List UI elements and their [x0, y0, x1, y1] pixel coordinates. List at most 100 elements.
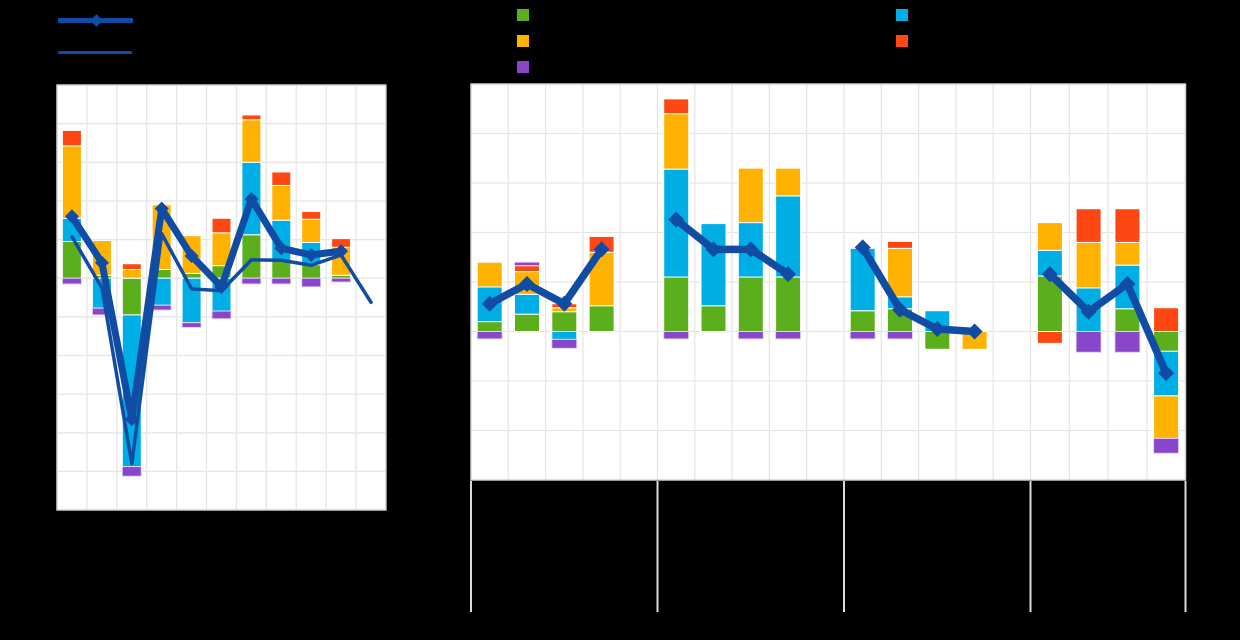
bar-segment-green: [737, 276, 764, 332]
bar-segment-purple: [241, 277, 262, 285]
legend-swatch-purple: [517, 61, 529, 73]
bar-segment-orange: [737, 167, 764, 224]
diamond-marker: [742, 241, 759, 258]
bar-segment-purple: [550, 338, 577, 349]
bar-segment-purple: [1113, 331, 1140, 353]
diamond-marker: [1080, 303, 1097, 320]
bar-segment-orange: [271, 184, 292, 221]
diamond-marker: [1157, 365, 1174, 382]
diamond-marker: [854, 239, 871, 256]
bar-segment-green: [774, 276, 801, 332]
right-chart: [469, 83, 1186, 612]
bar-segment-red: [301, 211, 322, 220]
diamond-marker: [481, 295, 498, 312]
bar-segment-red: [271, 171, 292, 186]
bar-segment-green: [121, 277, 142, 316]
bar-segment-red: [1113, 208, 1140, 243]
bar-segment-red: [662, 98, 689, 115]
bar-segment-cyan: [476, 286, 503, 323]
thick-line: [858, 243, 978, 336]
thick-line: [671, 215, 792, 278]
diamond-marker: [244, 191, 259, 206]
bar-segment-cyan: [700, 223, 726, 307]
diamond-marker: [667, 211, 684, 228]
diamond-marker: [593, 241, 610, 258]
diamond-marker: [154, 201, 169, 216]
bar-segment-purple: [331, 277, 352, 283]
bar-segment-purple: [1075, 331, 1102, 353]
diamond-marker: [555, 295, 572, 312]
diamond-marker: [966, 323, 983, 340]
bar-segment-orange: [1036, 222, 1063, 251]
bar-segment-green: [476, 321, 503, 333]
bar-segment-red: [1152, 307, 1179, 332]
bar-segment-cyan: [181, 277, 202, 324]
bar-segment-purple: [61, 277, 82, 285]
legend-swatch-red: [896, 35, 908, 47]
bar-segment-red: [121, 263, 142, 271]
bar-segment-red: [1075, 208, 1102, 243]
bar-segment-purple: [849, 331, 876, 340]
diamond-marker: [334, 244, 349, 259]
diamond-marker: [184, 248, 199, 263]
bar-segment-purple: [662, 331, 689, 340]
bar-segment-orange: [241, 119, 262, 163]
diamond-marker: [705, 241, 721, 258]
diamond-marker: [64, 209, 79, 224]
bar-segment-red: [61, 129, 82, 147]
diamond-marker: [214, 279, 229, 294]
bar-segment-purple: [211, 310, 232, 320]
bar-segment-cyan: [550, 331, 577, 340]
diamond-marker: [274, 241, 289, 256]
bar-segment-orange: [61, 145, 82, 219]
thick-line: [68, 195, 345, 423]
bar-segment-red: [513, 265, 540, 273]
legend-swatch-orange: [517, 35, 529, 47]
plot-border: [56, 84, 387, 511]
left-chart: [56, 84, 387, 511]
bar-segment-red: [241, 114, 262, 121]
bar-segment-red: [886, 240, 913, 249]
bar-segment-green: [550, 311, 577, 333]
bar-segment-green: [700, 305, 726, 333]
bar-segment-orange: [121, 269, 142, 279]
bar-segment-purple: [476, 331, 503, 340]
bar-segment-purple: [181, 322, 202, 328]
legend-swatch-green: [517, 9, 529, 21]
bar-segment-orange: [1152, 395, 1179, 439]
diamond-marker: [518, 275, 535, 292]
bar-segment-purple: [301, 277, 322, 288]
diamond-marker: [94, 255, 109, 270]
bar-segment-purple: [151, 304, 172, 311]
diamond-marker: [779, 266, 796, 283]
bar-segment-purple: [513, 261, 540, 267]
bar-segment-green: [849, 310, 876, 332]
bar-segment-orange: [476, 261, 503, 288]
bar-segment-red: [1036, 331, 1063, 344]
bar-segment-orange: [1075, 241, 1102, 289]
bar-segment-purple: [737, 331, 764, 340]
bar-segment-orange: [662, 113, 689, 170]
bar-segment-orange: [1113, 241, 1140, 266]
diamond-marker: [891, 301, 908, 318]
diamond-marker: [928, 321, 945, 338]
diamond-marker: [304, 248, 319, 263]
bar-segment-green: [513, 313, 540, 332]
plot-border: [469, 83, 1186, 481]
bar-segment-purple: [1152, 437, 1179, 454]
bar-segment-orange: [301, 218, 322, 243]
legend-thin-line-marker: [58, 50, 132, 54]
bar-segment-purple: [271, 277, 292, 285]
diamond-marker: [1041, 266, 1058, 283]
bar-segment-purple: [886, 331, 913, 340]
bar-segment-green: [241, 234, 262, 279]
bar-segment-purple: [121, 466, 142, 477]
diamond-marker: [124, 412, 139, 427]
bar-segment-purple: [774, 331, 801, 340]
bar-segment-green: [588, 305, 615, 333]
diamond-marker: [1118, 275, 1135, 292]
legend-thick-line-diamond-icon: [89, 13, 103, 27]
bar-segment-cyan: [513, 293, 540, 315]
bar-segment-orange: [774, 167, 801, 197]
